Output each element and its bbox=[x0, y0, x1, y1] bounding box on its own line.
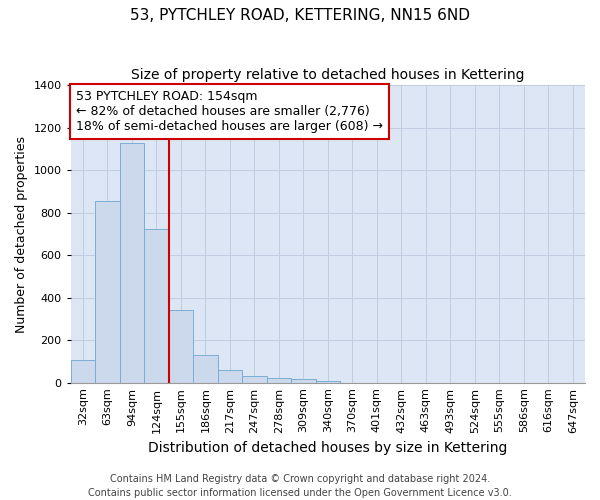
Bar bbox=[169, 310, 193, 382]
Text: Contains HM Land Registry data © Crown copyright and database right 2024.
Contai: Contains HM Land Registry data © Crown c… bbox=[88, 474, 512, 498]
Bar bbox=[119, 143, 144, 382]
Text: 53 PYTCHLEY ROAD: 154sqm
← 82% of detached houses are smaller (2,776)
18% of sem: 53 PYTCHLEY ROAD: 154sqm ← 82% of detach… bbox=[76, 90, 383, 133]
Bar bbox=[291, 380, 316, 382]
Bar bbox=[242, 376, 266, 382]
Bar bbox=[266, 378, 291, 382]
Bar bbox=[95, 201, 119, 382]
Bar bbox=[218, 370, 242, 382]
Bar bbox=[71, 360, 95, 382]
Bar bbox=[316, 380, 340, 382]
Bar bbox=[144, 229, 169, 382]
Y-axis label: Number of detached properties: Number of detached properties bbox=[15, 136, 28, 332]
Text: 53, PYTCHLEY ROAD, KETTERING, NN15 6ND: 53, PYTCHLEY ROAD, KETTERING, NN15 6ND bbox=[130, 8, 470, 22]
Bar bbox=[193, 355, 218, 382]
X-axis label: Distribution of detached houses by size in Kettering: Distribution of detached houses by size … bbox=[148, 441, 508, 455]
Title: Size of property relative to detached houses in Kettering: Size of property relative to detached ho… bbox=[131, 68, 524, 82]
